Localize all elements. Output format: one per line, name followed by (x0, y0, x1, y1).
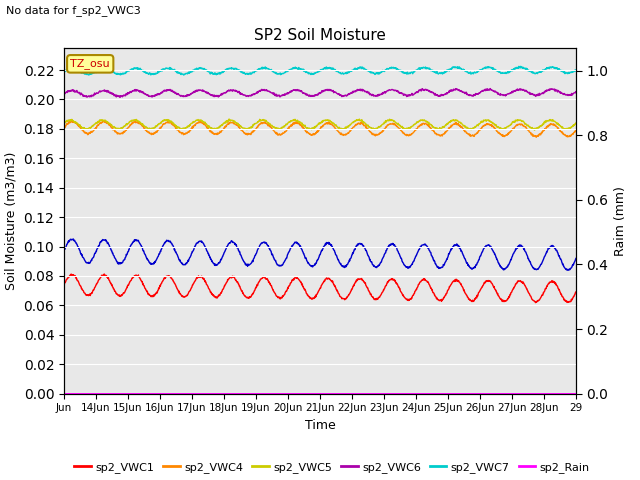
sp2_Rain (60, 391, 68, 396)
sp2_VWC5 (399, 125, 407, 131)
sp2_VWC6 (174, 92, 182, 97)
X-axis label: Time: Time (305, 419, 335, 432)
sp2_VWC7 (60, 69, 68, 74)
sp2_Rain (231, 391, 239, 396)
sp2_VWC4 (174, 128, 182, 133)
sp2_VWC4 (162, 120, 170, 126)
sp2_VWC1 (232, 277, 239, 283)
Text: No data for f_sp2_VWC3: No data for f_sp2_VWC3 (6, 5, 141, 16)
sp2_Rain (572, 391, 580, 396)
sp2_VWC6 (116, 94, 124, 100)
sp2_VWC4 (511, 123, 519, 129)
sp2_VWC5 (174, 124, 182, 130)
sp2_VWC4 (399, 131, 407, 136)
sp2_VWC6 (486, 85, 494, 91)
sp2_VWC1 (572, 289, 580, 295)
sp2_VWC5 (511, 117, 519, 123)
sp2_VWC4 (532, 134, 540, 140)
sp2_Rain (399, 391, 407, 396)
sp2_VWC7 (399, 69, 407, 75)
sp2_VWC6 (232, 87, 239, 93)
sp2_VWC7 (572, 68, 580, 73)
sp2_VWC2 (60, 248, 68, 253)
sp2_VWC5 (225, 116, 233, 122)
sp2_VWC5 (232, 120, 239, 126)
Line: sp2_VWC4: sp2_VWC4 (64, 120, 576, 137)
sp2_VWC5 (467, 126, 474, 132)
sp2_VWC7 (174, 70, 182, 76)
sp2_VWC6 (60, 91, 68, 96)
sp2_Rain (511, 391, 519, 396)
sp2_VWC6 (162, 88, 170, 94)
sp2_VWC5 (572, 120, 580, 126)
sp2_VWC2 (69, 236, 77, 242)
sp2_VWC7 (232, 66, 239, 72)
sp2_VWC4 (65, 118, 73, 123)
sp2_VWC1 (532, 300, 540, 306)
sp2_VWC4 (572, 128, 580, 133)
sp2_VWC2 (232, 242, 239, 248)
sp2_VWC7 (515, 63, 522, 69)
sp2_VWC2 (174, 254, 182, 260)
sp2_Rain (466, 391, 474, 396)
sp2_VWC1 (174, 288, 182, 293)
sp2_VWC2 (564, 267, 572, 273)
sp2_VWC1 (162, 274, 170, 280)
sp2_VWC6 (399, 93, 407, 98)
Legend: sp2_VWC1, sp2_VWC2, sp2_VWC4, sp2_VWC5, sp2_VWC6, sp2_VWC7, sp2_Rain: sp2_VWC1, sp2_VWC2, sp2_VWC4, sp2_VWC5, … (70, 458, 595, 480)
Line: sp2_VWC5: sp2_VWC5 (64, 119, 576, 130)
sp2_VWC1 (100, 271, 108, 277)
Line: sp2_VWC2: sp2_VWC2 (64, 239, 576, 270)
sp2_VWC5 (60, 120, 68, 126)
Line: sp2_VWC6: sp2_VWC6 (64, 88, 576, 97)
Y-axis label: Soil Moisture (m3/m3): Soil Moisture (m3/m3) (5, 152, 18, 290)
Title: SP2 Soil Moisture: SP2 Soil Moisture (254, 28, 386, 43)
sp2_VWC2 (162, 239, 170, 245)
sp2_VWC2 (399, 260, 407, 266)
sp2_VWC2 (511, 246, 519, 252)
sp2_VWC1 (60, 282, 68, 288)
sp2_VWC6 (467, 92, 474, 98)
sp2_VWC1 (511, 281, 519, 287)
sp2_VWC7 (467, 69, 474, 75)
sp2_Rain (174, 391, 182, 396)
sp2_VWC1 (399, 293, 407, 299)
sp2_VWC2 (572, 255, 580, 261)
sp2_VWC4 (60, 126, 68, 132)
sp2_VWC4 (232, 122, 239, 128)
sp2_Rain (161, 391, 169, 396)
sp2_VWC6 (572, 90, 580, 96)
sp2_VWC7 (511, 66, 519, 72)
Line: sp2_VWC1: sp2_VWC1 (64, 274, 576, 303)
sp2_VWC7 (162, 65, 170, 71)
Y-axis label: Raim (mm): Raim (mm) (614, 186, 627, 256)
Line: sp2_VWC7: sp2_VWC7 (64, 66, 576, 75)
Text: TZ_osu: TZ_osu (70, 59, 110, 69)
sp2_VWC5 (161, 118, 169, 123)
sp2_VWC6 (512, 88, 520, 94)
sp2_VWC7 (85, 72, 93, 78)
sp2_VWC1 (467, 298, 474, 303)
sp2_VWC4 (467, 133, 474, 139)
sp2_VWC5 (531, 127, 538, 133)
sp2_VWC2 (467, 265, 474, 271)
